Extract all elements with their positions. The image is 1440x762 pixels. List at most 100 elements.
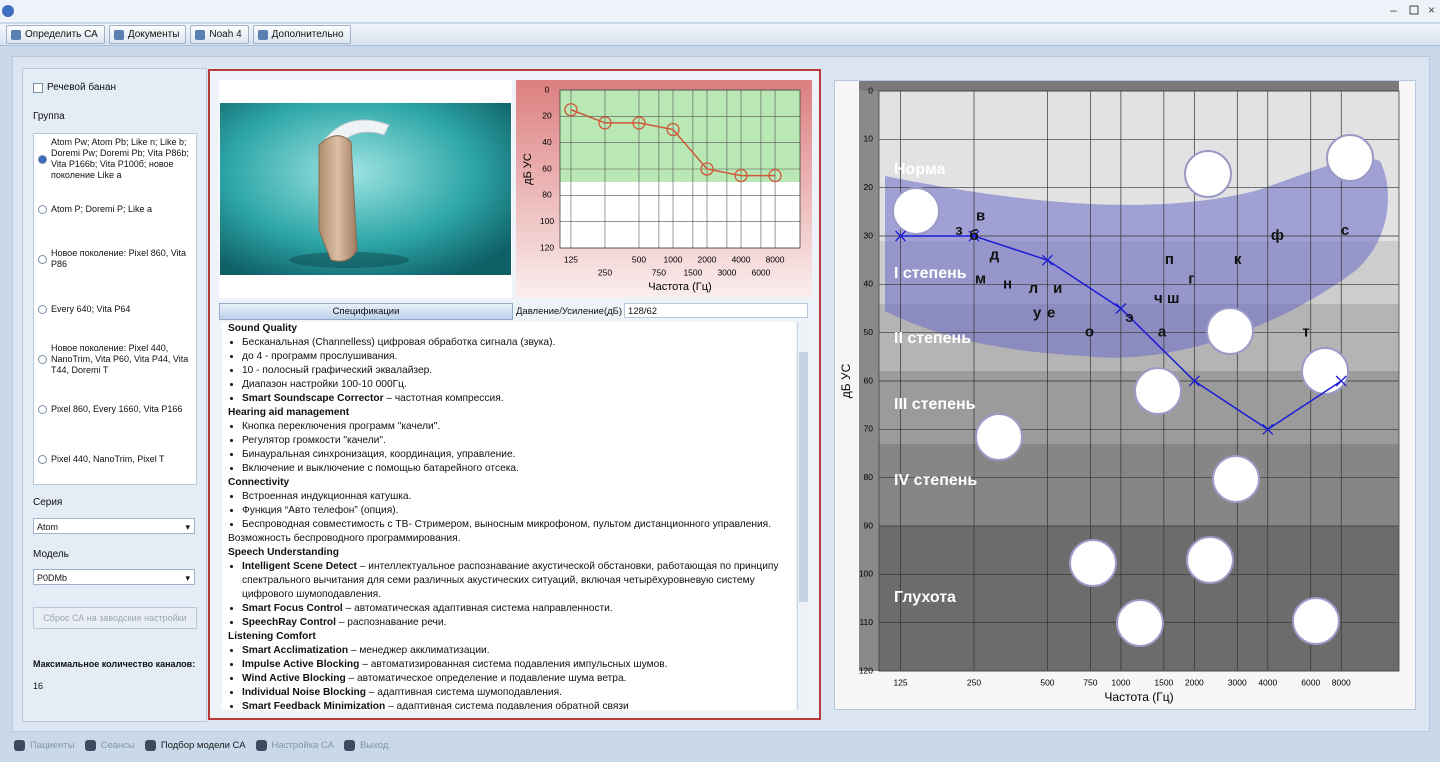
y-tick-label: 90 (864, 520, 874, 530)
group-option-label: Новое поколение: Pixel 440, NanoTrim, Vi… (51, 342, 189, 375)
x-axis-label: Частота (Гц) (648, 281, 711, 293)
group-option-label: Every 640; Vita P64 (51, 303, 131, 314)
y-tick-label: 0 (545, 84, 550, 94)
y-tick-label: 80 (542, 190, 552, 200)
product-image (219, 80, 512, 298)
reset-button[interactable]: Сброс СА на заводские настройки (33, 607, 197, 629)
group-option-label: Pixel 860, Every 1660, Vita P166 (51, 403, 183, 414)
toolbar: Определить СА Документы Noah 4 Дополните… (0, 24, 1440, 46)
group-option[interactable]: Atom P; Doremi P; Like a (34, 184, 196, 234)
spec-heading: Hearing aid management (228, 407, 350, 418)
app-icon (2, 5, 14, 17)
degree-label: III степень (894, 396, 976, 413)
radio-button (38, 404, 47, 414)
spec-feature: Smart Acclimatization (242, 645, 349, 656)
y-tick-label: 100 (540, 216, 554, 226)
specs-text: Sound Quality Бесканальная (Channelless) … (222, 322, 796, 710)
y-tick-label: 30 (864, 230, 874, 240)
y-axis-label: дБ УС (522, 153, 534, 185)
status-item[interactable]: Сеансы (84, 739, 135, 751)
x-tick-label: 250 (967, 677, 981, 687)
status-item[interactable]: Настройка СА (255, 739, 334, 751)
spec-item: Smart Acclimatization – менеджер акклима… (242, 644, 796, 658)
speech-sound: з (955, 222, 962, 239)
spec-note: Возможность беспроводного программирован… (228, 533, 461, 544)
x-tick-label: 3000 (717, 267, 736, 277)
speech-banana (885, 158, 1388, 358)
spec-list: Intelligent Scene Detect – интеллектуаль… (222, 560, 796, 630)
scrollbar[interactable] (797, 322, 809, 710)
y-tick-label: 20 (864, 182, 874, 192)
tool-button[interactable]: Документы (108, 25, 187, 44)
spec-item: Кнопка переключения программ "качели". (242, 420, 796, 434)
group-option[interactable]: Atom Pw; Atom Pb; Like n; Like b; Doremi… (34, 134, 196, 184)
tool-button[interactable]: Дополнительно (252, 25, 351, 44)
tool-button[interactable]: Noah 4 (190, 25, 249, 44)
spec-text: до 4 - программ прослушивания. (242, 351, 398, 362)
speech-sound: л (1029, 280, 1039, 297)
tool-button[interactable]: Определить СА (6, 25, 105, 44)
radio-button (38, 354, 47, 364)
close[interactable]: × (1428, 3, 1435, 17)
title-icons: – × (2, 3, 1435, 17)
status-item[interactable]: Выход (343, 739, 388, 751)
checkbox[interactable] (33, 82, 43, 93)
group-option-label: Pixel 440, NanoTrim, Pixel T (51, 453, 165, 464)
group-option-label: Atom P; Doremi P; Like a (51, 203, 153, 214)
scroll-thumb[interactable] (799, 352, 808, 602)
degree-label: II степень (894, 330, 971, 347)
spec-item: до 4 - программ прослушивания. (242, 350, 796, 364)
x-tick-label: 1500 (1154, 677, 1173, 687)
minimize[interactable]: – (1390, 3, 1397, 17)
spec-text: Беспроводная совместимость с ТВ- Стример… (242, 519, 772, 530)
group-option-label: Atom Pw; Atom Pb; Like n; Like b; Doremi… (51, 137, 189, 180)
data-point (700, 162, 714, 176)
audiogram: 0 10 20 30 40 50 60 70 80 90 100 110 120 125 250 500 750… (834, 80, 1416, 710)
x-tick-label: 8000 (766, 254, 785, 264)
y-tick-label: 40 (542, 137, 552, 147)
spec-text: Включение и выключение с помощью батарей… (242, 463, 519, 474)
max-channels-label: Максимальное количество каналов: (33, 659, 196, 669)
radio-button (38, 304, 47, 314)
speech-sound: б (969, 227, 978, 244)
group-option[interactable]: Pixel 440, NanoTrim, Pixel T (34, 434, 196, 484)
x-tick-label: 500 (632, 254, 646, 264)
group-option[interactable]: Every 640; Vita P64 (34, 284, 196, 334)
group-option[interactable]: Новое поколение: Pixel 440, NanoTrim, Vi… (34, 334, 196, 384)
specs-tab[interactable]: Спецификации (219, 303, 513, 320)
plot-frame (559, 89, 801, 249)
data-point (1115, 303, 1127, 314)
spec-item: Регулятор громкости "качели". (242, 434, 796, 448)
spec-text: Встроенная индукционная катушка. (242, 491, 412, 502)
max-channels-value: 16 (33, 681, 44, 691)
degree-label: I степень (894, 265, 967, 282)
status-item[interactable]: Пациенты (14, 739, 75, 751)
speech-sound: о (1085, 324, 1094, 341)
group-option[interactable]: Новое поколение: Pixel 860, Vita P86 (34, 234, 196, 284)
x-axis-label: Частота (Гц) (1104, 690, 1173, 704)
y-tick-label: 60 (542, 163, 552, 173)
spec-text: Функция “Авто телефон” (опция). (242, 505, 399, 516)
y-tick-label: 100 (859, 569, 873, 579)
spec-feature: Individual Noise Blocking (242, 687, 366, 698)
speech-sound: д (990, 246, 1000, 263)
spec-item: Беспроводная совместимость с ТВ- Стример… (242, 518, 796, 532)
series-combo[interactable]: Atom (33, 518, 195, 535)
spec-item: Intelligent Scene Detect – интеллектуаль… (242, 560, 796, 602)
spec-item: 10 - полосный графический эквалайзер. (242, 364, 796, 378)
status-item[interactable]: Подбор модели СА (144, 739, 246, 751)
y-tick-label: 0 (868, 85, 873, 95)
group-label: Группа (33, 111, 65, 122)
spec-text: – адаптивная система шумоподавления. (365, 687, 562, 698)
x-tick-label: 8000 (1332, 677, 1351, 687)
radio-button (38, 204, 47, 214)
group-option[interactable]: Pixel 860, Every 1660, Vita P166 (34, 384, 196, 434)
speech-banana-checkbox[interactable]: Речевой банан (33, 82, 116, 93)
spec-text: – частотная компрессия. (383, 393, 504, 404)
spec-item: SpeechRay Control – распознавание речи. (242, 616, 796, 630)
model-combo[interactable]: P0DMb (33, 569, 195, 586)
maximize[interactable] (1409, 5, 1419, 15)
spec-heading: Speech Understanding (228, 547, 339, 558)
group-option-label: Новое поколение: Pixel 860, Vita P86 (51, 248, 187, 269)
